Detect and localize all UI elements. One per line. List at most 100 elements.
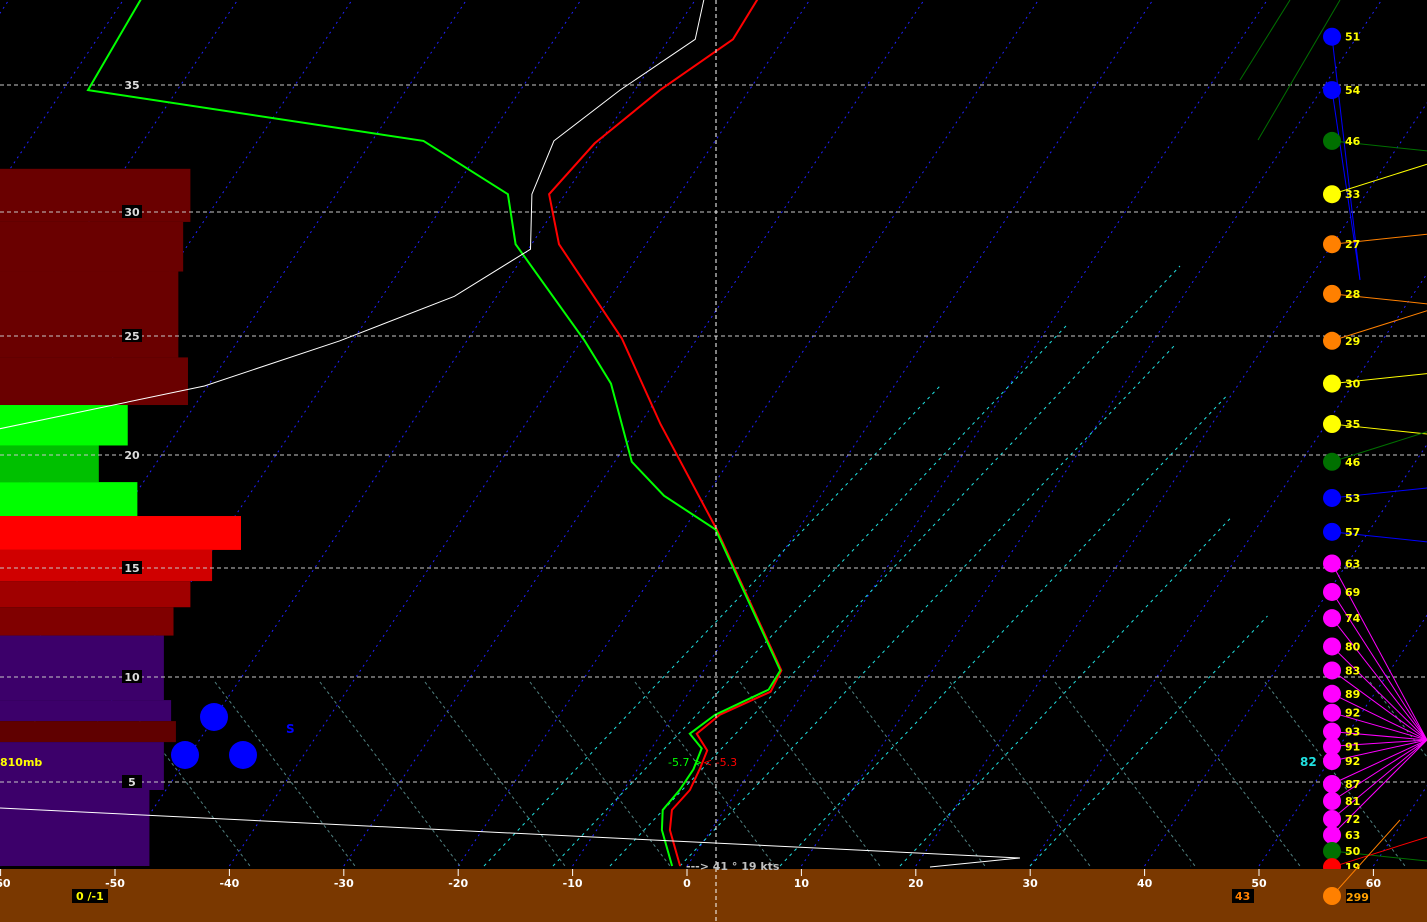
storm-marker-dot xyxy=(229,741,257,769)
wind-speed-label: 57 xyxy=(1345,526,1360,539)
wind-vector xyxy=(1331,739,1427,820)
height-label: 10 xyxy=(124,671,140,684)
x-tick-label: -30 xyxy=(334,877,354,890)
wind-dot xyxy=(1323,131,1341,150)
wind-dot xyxy=(1323,331,1341,350)
height-label-bg xyxy=(122,205,142,218)
profile-line xyxy=(86,0,782,867)
wind-dot xyxy=(1323,415,1341,434)
wind-vector xyxy=(1331,739,1427,762)
side-value: 82 xyxy=(1300,755,1317,769)
wind-dot xyxy=(1323,703,1341,722)
isotherm-line xyxy=(1029,272,1427,867)
wind-dot xyxy=(1323,582,1341,601)
height-label: 35 xyxy=(124,79,139,92)
layer-bar xyxy=(0,549,213,582)
wind-speed-label: 28 xyxy=(1345,288,1360,301)
wind-vector xyxy=(1331,293,1427,305)
wind-vector xyxy=(1331,90,1361,281)
wind-speed-label: 74 xyxy=(1345,612,1361,625)
wind-dot xyxy=(1323,792,1341,810)
height-label-bg xyxy=(122,561,142,574)
profiles xyxy=(0,0,783,867)
wind-vector xyxy=(1331,712,1427,741)
x-tick-label: -50 xyxy=(105,877,125,890)
height-label-bg xyxy=(122,78,142,91)
wind-vector xyxy=(1331,617,1427,741)
isotherm-line xyxy=(686,0,1268,867)
x-axis: -60 -50 -40 -30 -20 -10 0 10 20 30 40 50 60 xyxy=(0,869,1381,890)
wind-dot xyxy=(1323,522,1341,541)
wind-trace xyxy=(1257,0,1341,141)
dry-adiabat-line xyxy=(424,681,566,867)
wind-speed-label: 35 xyxy=(1345,418,1360,431)
surface-line xyxy=(929,857,1021,868)
isotherm-line xyxy=(343,0,925,867)
wind-dot xyxy=(1323,452,1341,471)
isotherm-line xyxy=(457,0,1039,867)
wind-speed-label: 27 xyxy=(1345,238,1360,251)
x-tick-label: 0 xyxy=(683,877,691,890)
wind-speed-label: 53 xyxy=(1345,492,1360,505)
height-label: 30 xyxy=(124,206,140,219)
wind-speed-label: 92 xyxy=(1345,755,1360,768)
wind-dot xyxy=(1323,27,1341,46)
layer-bar xyxy=(0,168,191,222)
wind-vector xyxy=(1331,423,1427,435)
height-label-bg xyxy=(122,670,142,683)
layer-bar xyxy=(0,357,188,406)
layer-bar xyxy=(0,445,99,483)
wind-vector xyxy=(1331,373,1427,385)
wind-dot xyxy=(1323,609,1341,628)
dry-adiabat-line xyxy=(739,681,881,867)
wind-vector xyxy=(1331,731,1427,741)
wind-dot xyxy=(1323,842,1341,860)
x-tick-label: 50 xyxy=(1251,877,1267,890)
layer-bar xyxy=(0,790,150,866)
dry-adiabat-line xyxy=(529,681,671,867)
x-tick-label: -60 xyxy=(0,877,11,890)
dry-adiabat-line xyxy=(1264,681,1406,867)
wind-speed-label: 30 xyxy=(1345,378,1361,391)
layer-bar xyxy=(0,271,179,358)
wind-speed-label: 89 xyxy=(1345,688,1360,701)
isotherm-line xyxy=(114,0,696,867)
dewpoint-readout: -5.7 > xyxy=(668,756,702,769)
x-tick-label: 40 xyxy=(1137,877,1153,890)
wind-dot xyxy=(1323,752,1341,770)
height-label: 20 xyxy=(124,449,140,462)
wind-speed-label: 87 xyxy=(1345,778,1360,791)
x-tick-label: 10 xyxy=(794,877,810,890)
layer-bar xyxy=(0,721,176,743)
x-tick-label: 60 xyxy=(1366,877,1382,890)
wind-speed-label: 29 xyxy=(1345,335,1360,348)
wind-vector xyxy=(1331,310,1427,342)
wind-vector xyxy=(1331,531,1427,543)
surface-line xyxy=(0,807,1021,859)
ground-band xyxy=(0,869,1427,922)
wind-speed-label: 63 xyxy=(1345,557,1360,570)
dry-adiabat-line xyxy=(319,681,461,867)
wind-vector xyxy=(1331,163,1427,195)
surface-wind-readout: ---> 41 ° 19 kts xyxy=(686,860,780,873)
bottom-circle-line xyxy=(1331,819,1401,897)
bottom-right-box xyxy=(1232,889,1254,903)
wind-speed-label: 69 xyxy=(1345,586,1360,599)
wind-dot xyxy=(1323,374,1341,393)
wind-vector xyxy=(1331,739,1427,747)
storm-marker-dot xyxy=(200,703,228,731)
x-tick-label: -40 xyxy=(219,877,239,890)
height-label: 5 xyxy=(128,776,136,789)
wind-dot xyxy=(1323,488,1341,507)
wind-dot xyxy=(1323,81,1341,100)
wind-vector xyxy=(1331,431,1427,463)
wind-vector xyxy=(1331,487,1427,499)
wind-vector xyxy=(1331,850,1427,862)
bottom-left-box xyxy=(72,889,108,903)
wind-speed-label: 50 xyxy=(1345,845,1361,858)
mixing-ratio-line xyxy=(609,265,1181,867)
wind-vector xyxy=(1331,233,1427,245)
bottom-right-value: 43 xyxy=(1235,890,1250,903)
wind-trace xyxy=(1239,0,1291,81)
